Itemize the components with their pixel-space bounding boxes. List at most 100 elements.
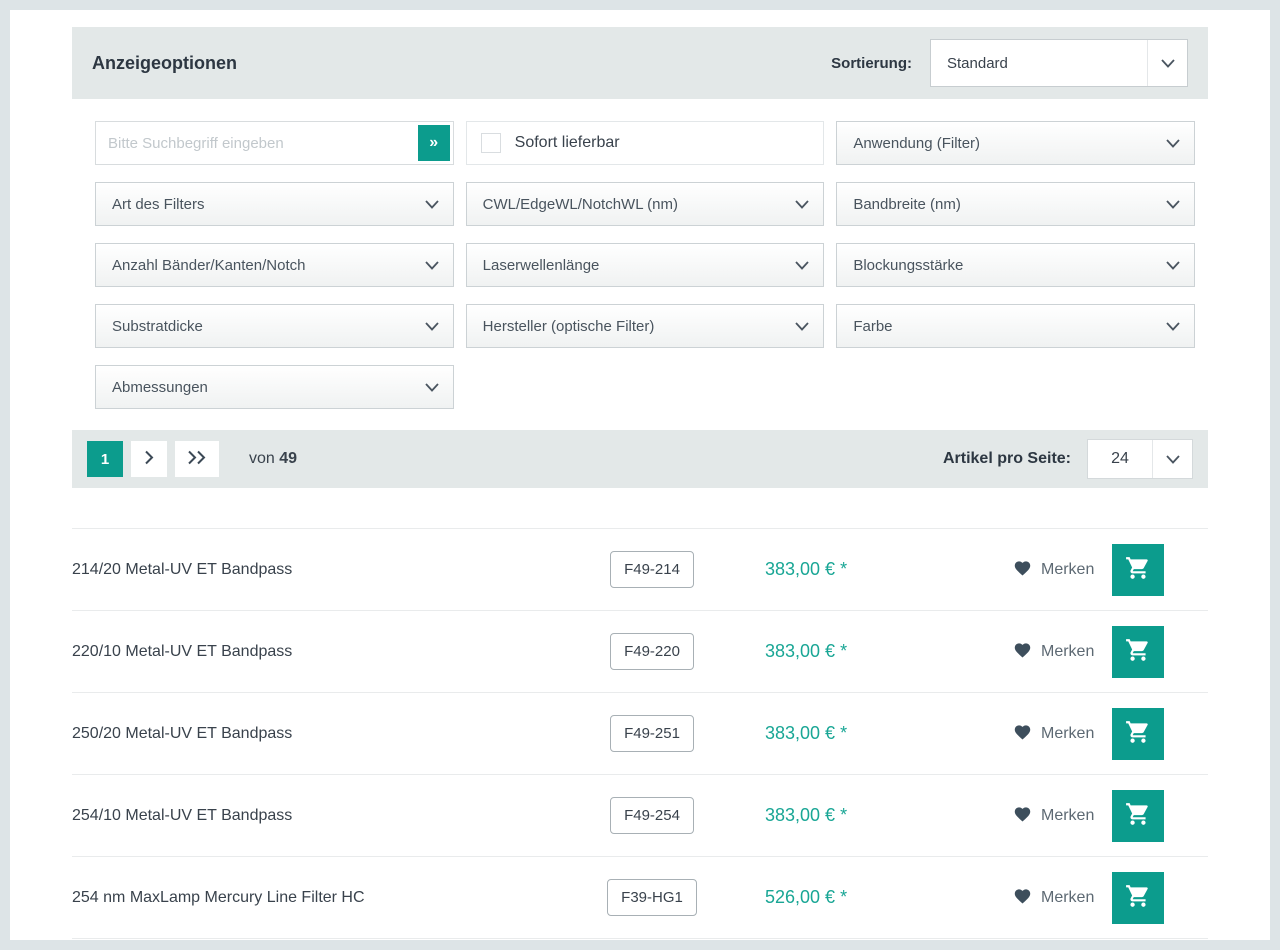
filter-dropdown-cwl[interactable]: CWL/EdgeWL/NotchWL (nm) [465, 182, 825, 226]
chevron-down-icon [424, 318, 439, 335]
sort-group: Sortierung: Standard [831, 39, 1188, 87]
add-to-cart-button[interactable] [1112, 707, 1164, 760]
product-row: 214/20 Metal-UV ET Bandpass F49-214 383,… [72, 529, 1208, 611]
filter-dropdown-label: Bandbreite (nm) [853, 195, 961, 213]
price-cell: 526,00 € * [752, 887, 952, 908]
wishlist-button[interactable]: Merken [952, 559, 1112, 581]
heart-icon [1013, 641, 1032, 663]
heart-icon [1013, 805, 1032, 827]
filter-dropdown-anzahl-baender[interactable]: Anzahl Bänder/Kanten/Notch [95, 243, 454, 287]
price-cell: 383,00 € * [752, 805, 952, 826]
wishlist-label: Merken [1041, 888, 1095, 906]
chevron-down-icon [1147, 40, 1187, 86]
page-current-button[interactable]: 1 [87, 441, 123, 477]
product-name-link[interactable]: 214/20 Metal-UV ET Bandpass [72, 560, 293, 578]
in-stock-checkbox[interactable] [480, 133, 501, 153]
filter-dropdown-label: Blockungsstärke [853, 256, 964, 274]
search-input[interactable] [96, 122, 453, 164]
chevron-down-icon [795, 257, 809, 274]
per-page-select[interactable]: 24 [1087, 439, 1193, 479]
product-name-link[interactable]: 250/20 Metal-UV ET Bandpass [72, 724, 293, 742]
filter-dropdown-label: Hersteller (optische Filter) [482, 317, 655, 335]
product-name-link[interactable]: 220/10 Metal-UV ET Bandpass [72, 642, 293, 660]
product-list: 214/20 Metal-UV ET Bandpass F49-214 383,… [72, 528, 1208, 939]
shopping-cart-icon [1125, 637, 1151, 666]
heart-icon [1013, 723, 1032, 745]
sku-badge: F49-251 [610, 715, 694, 752]
sku-cell: F39-HG1 [552, 879, 752, 916]
wishlist-button[interactable]: Merken [952, 887, 1112, 909]
sort-select[interactable]: Standard [930, 39, 1188, 87]
wishlist-button[interactable]: Merken [952, 805, 1112, 827]
filter-dropdown-label: Anzahl Bänder/Kanten/Notch [112, 256, 306, 274]
filter-dropdown-blockungsstaerke[interactable]: Blockungsstärke [836, 243, 1195, 287]
search-submit-button[interactable]: » [417, 125, 450, 161]
shopping-cart-icon [1125, 801, 1151, 830]
per-page-value: 24 [1111, 450, 1129, 467]
in-stock-filter-panel: Sofort lieferbar [465, 121, 825, 165]
cart-cell [1112, 543, 1192, 596]
price-text: 383,00 € * [765, 641, 848, 661]
wishlist-label: Merken [1041, 642, 1095, 660]
add-to-cart-button[interactable] [1112, 789, 1164, 842]
product-row: 254/10 Metal-UV ET Bandpass F49-254 383,… [72, 775, 1208, 857]
display-options-bar: Anzeigeoptionen Sortierung: Standard [72, 27, 1208, 99]
per-page-group: Artikel pro Seite: 24 [943, 439, 1193, 479]
sku-badge: F49-220 [610, 633, 694, 670]
filter-dropdown-label: Abmessungen [112, 378, 208, 396]
page-next-button[interactable] [131, 441, 167, 477]
product-name-link[interactable]: 254 nm MaxLamp Mercury Line Filter HC [72, 888, 365, 906]
add-to-cart-button[interactable] [1112, 543, 1164, 596]
filter-dropdown-substratdicke[interactable]: Substratdicke [95, 304, 454, 348]
filter-dropdown-label: Art des Filters [112, 195, 205, 213]
filter-dropdown-bandbreite[interactable]: Bandbreite (nm) [836, 182, 1195, 226]
chevron-down-icon [1152, 440, 1192, 478]
sku-cell: F49-251 [552, 715, 752, 752]
product-row: 250/20 Metal-UV ET Bandpass F49-251 383,… [72, 693, 1208, 775]
filter-dropdown-art-des-filters[interactable]: Art des Filters [95, 182, 454, 226]
total-pages: 49 [279, 450, 298, 467]
price-text: 383,00 € * [765, 723, 848, 743]
add-to-cart-button[interactable] [1112, 625, 1164, 678]
sku-cell: F49-254 [552, 797, 752, 834]
main-panel: Anzeigeoptionen Sortierung: Standard » S… [10, 10, 1270, 940]
filter-grid: » Sofort lieferbar Anwendung (Filter) Ar… [95, 121, 1195, 409]
product-row: 220/10 Metal-UV ET Bandpass F49-220 383,… [72, 611, 1208, 693]
chevron-down-icon [424, 379, 439, 396]
cart-cell [1112, 789, 1192, 842]
page-last-button[interactable] [175, 441, 219, 477]
filter-dropdown-label: Farbe [853, 317, 893, 335]
page-title: Anzeigeoptionen [92, 52, 237, 73]
chevron-down-icon [795, 318, 809, 335]
chevron-down-icon [1166, 318, 1180, 335]
wishlist-label: Merken [1041, 806, 1095, 824]
sort-select-value: Standard [947, 54, 1008, 72]
wishlist-label: Merken [1041, 724, 1095, 742]
double-chevron-right-icon [187, 450, 207, 469]
price-cell: 383,00 € * [752, 723, 952, 744]
chevron-down-icon [1166, 257, 1180, 274]
price-text: 526,00 € * [765, 887, 848, 907]
page-count-text: von 49 [249, 450, 297, 468]
sku-cell: F49-220 [552, 633, 752, 670]
filter-dropdown-hersteller[interactable]: Hersteller (optische Filter) [465, 304, 825, 348]
filter-dropdown-abmessungen[interactable]: Abmessungen [95, 365, 454, 409]
wishlist-button[interactable]: Merken [952, 723, 1112, 745]
wishlist-label: Merken [1041, 560, 1095, 578]
filter-dropdown-anwendung[interactable]: Anwendung (Filter) [836, 121, 1195, 165]
pagination-bar: 1 von 49 Artikel pro Seite: 24 [72, 430, 1208, 488]
chevron-down-icon [424, 196, 439, 213]
wishlist-button[interactable]: Merken [952, 641, 1112, 663]
of-label: von [249, 450, 275, 467]
filter-dropdown-laserwellenlaenge[interactable]: Laserwellenlänge [465, 243, 825, 287]
chevron-down-icon [1166, 135, 1180, 152]
filter-dropdown-farbe[interactable]: Farbe [836, 304, 1195, 348]
shopping-cart-icon [1125, 555, 1151, 584]
per-page-label: Artikel pro Seite: [942, 450, 1071, 467]
chevron-down-icon [424, 257, 439, 274]
shopping-cart-icon [1125, 719, 1151, 748]
filter-dropdown-label: Laserwellenlänge [482, 256, 600, 274]
add-to-cart-button[interactable] [1112, 871, 1164, 924]
search-box: » [95, 121, 454, 165]
product-name-link[interactable]: 254/10 Metal-UV ET Bandpass [72, 806, 293, 824]
